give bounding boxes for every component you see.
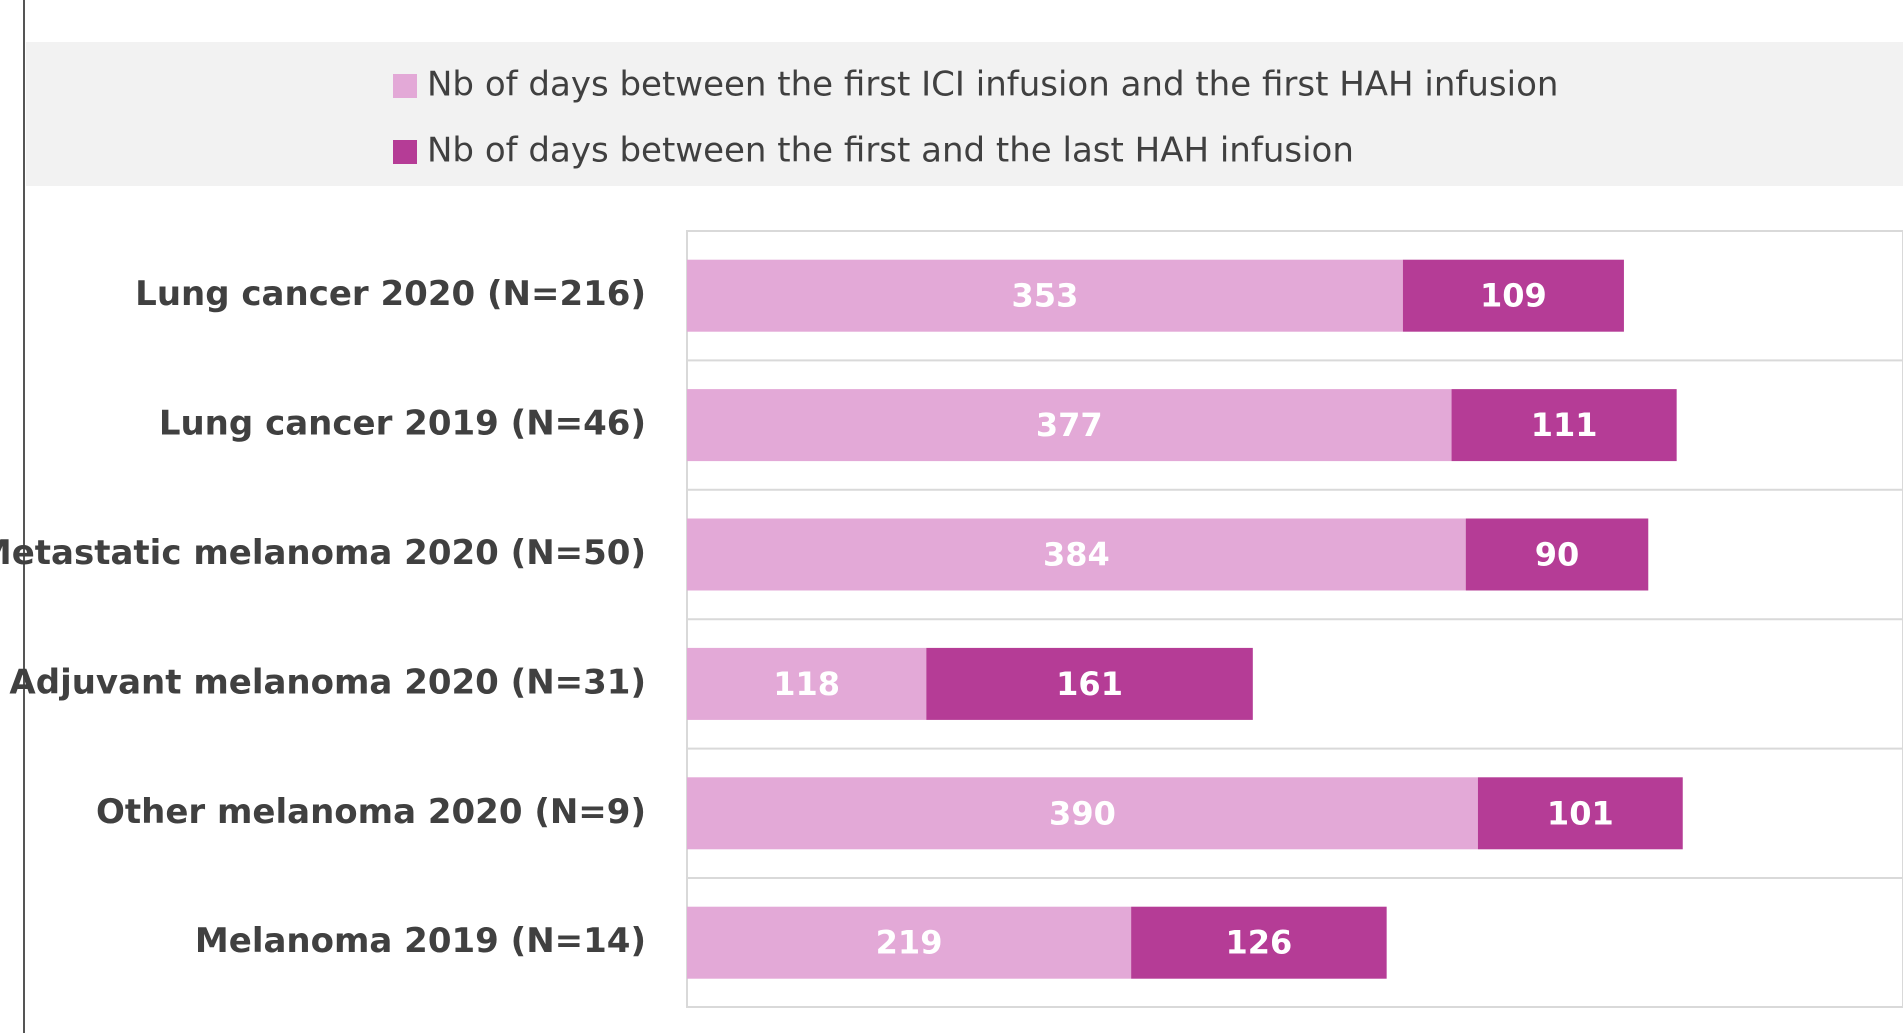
- value-label: 377: [1036, 406, 1103, 444]
- legend-label: Nb of days between the first and the las…: [427, 131, 1354, 171]
- bar-segment: [1451, 389, 1677, 462]
- category-label: Melanoma 2019 (N=14): [195, 921, 646, 961]
- value-label: 219: [876, 924, 943, 962]
- value-label: 90: [1535, 536, 1580, 574]
- bar-segment: [926, 647, 1253, 720]
- value-label: 353: [1012, 277, 1079, 315]
- legend-swatch: [393, 74, 417, 98]
- bar-segment: [687, 259, 1403, 332]
- value-label: 118: [773, 665, 840, 703]
- legend-box: [26, 42, 1903, 186]
- category-label: Adjuvant melanoma 2020 (N=31): [9, 662, 646, 702]
- value-label: 126: [1225, 924, 1292, 962]
- legend-swatch: [393, 140, 417, 164]
- category-label: Metastatic melanoma 2020 (N=50): [0, 533, 646, 573]
- value-label: 109: [1480, 277, 1547, 315]
- bar-segment: [687, 777, 1478, 850]
- bar-segment: [687, 389, 1452, 462]
- bar-segment: [1477, 777, 1683, 850]
- bar-segment: [687, 518, 1466, 591]
- legend-label: Nb of days between the first ICI infusio…: [427, 65, 1558, 105]
- value-label: 161: [1056, 665, 1123, 703]
- category-label: Lung cancer 2020 (N=216): [135, 274, 646, 314]
- bar-segment: [1465, 518, 1649, 591]
- value-label: 101: [1547, 794, 1614, 832]
- bar-segment: [1131, 906, 1387, 979]
- value-label: 384: [1043, 536, 1110, 574]
- category-label: Other melanoma 2020 (N=9): [96, 792, 646, 832]
- bar-segment: [687, 647, 927, 720]
- category-label: Lung cancer 2019 (N=46): [159, 404, 646, 444]
- bar-segment: [1402, 259, 1624, 332]
- value-label: 111: [1531, 406, 1598, 444]
- value-label: 390: [1049, 794, 1116, 832]
- bar-segment: [687, 906, 1132, 979]
